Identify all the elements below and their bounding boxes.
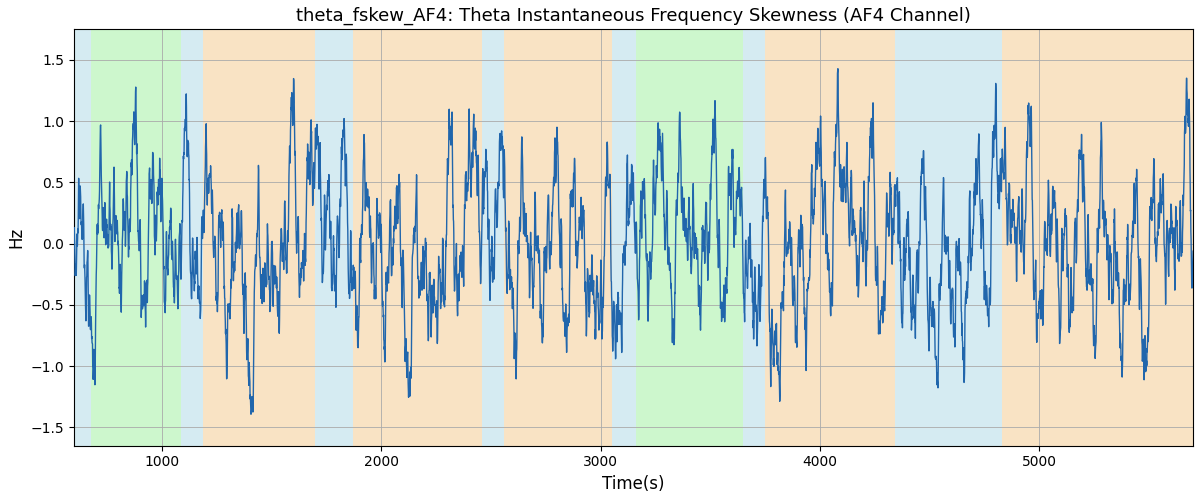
Bar <box>1002 30 1193 446</box>
Bar <box>482 30 504 446</box>
Bar <box>181 30 203 446</box>
Bar <box>353 30 482 446</box>
Bar <box>504 30 612 446</box>
X-axis label: Time(s): Time(s) <box>602 475 665 493</box>
Bar <box>74 30 91 446</box>
Bar <box>636 30 743 446</box>
Bar <box>612 30 636 446</box>
Title: theta_fskew_AF4: Theta Instantaneous Frequency Skewness (AF4 Channel): theta_fskew_AF4: Theta Instantaneous Fre… <box>296 7 971 25</box>
Bar <box>766 30 894 446</box>
Bar <box>91 30 181 446</box>
Bar <box>203 30 316 446</box>
Bar <box>316 30 353 446</box>
Bar <box>743 30 766 446</box>
Y-axis label: Hz: Hz <box>7 227 25 248</box>
Bar <box>894 30 1002 446</box>
